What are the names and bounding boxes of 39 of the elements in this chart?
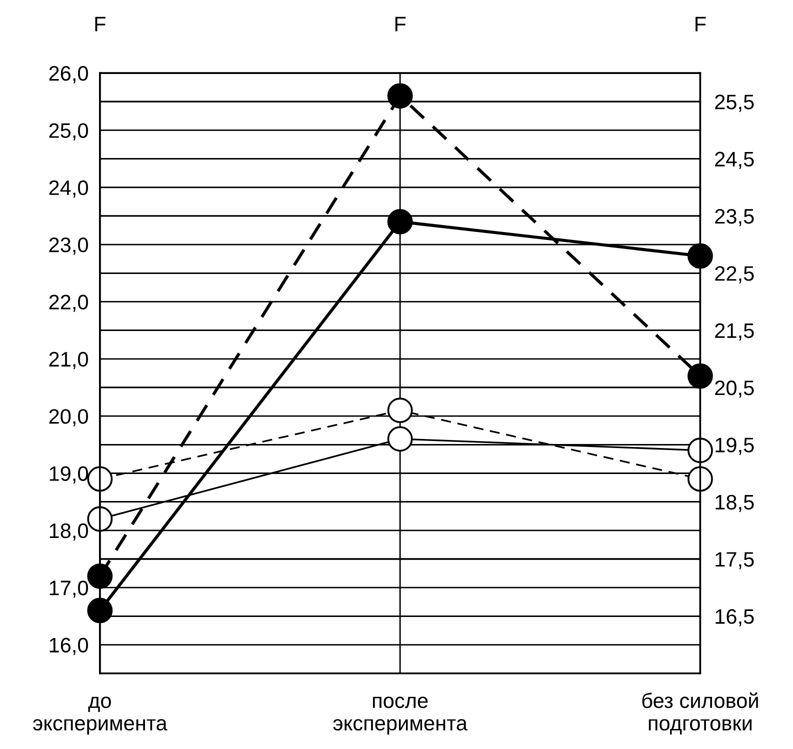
point xyxy=(387,426,413,452)
point xyxy=(87,563,113,589)
point xyxy=(688,363,713,389)
y2-tick-label: 18,5 xyxy=(716,494,754,512)
y2-tick-label: 24,5 xyxy=(715,152,754,170)
y-tick-label: 16,0 xyxy=(50,638,88,655)
y2-tick-label: 22,5 xyxy=(715,266,754,284)
y2-tick-label: 16,5 xyxy=(716,609,754,626)
point xyxy=(387,83,413,109)
y-tick-label: 21,0 xyxy=(49,352,88,370)
x-tick-label: без силовой подготовки xyxy=(642,692,758,734)
point xyxy=(87,598,113,624)
x-tick-label: до эксперимента xyxy=(33,696,168,735)
point xyxy=(688,466,713,492)
point xyxy=(387,398,413,424)
point xyxy=(87,506,113,532)
point xyxy=(688,438,713,464)
y2-tick-label: 21,5 xyxy=(715,323,754,341)
y2-tick-label: 19,5 xyxy=(716,438,754,455)
y-tick-label: 20,0 xyxy=(49,409,88,426)
text: F xyxy=(95,16,106,32)
point xyxy=(87,466,113,492)
y-tick-label: 19,0 xyxy=(50,466,88,484)
y-tick-label: 24,0 xyxy=(49,180,88,198)
point xyxy=(688,243,713,269)
text: F xyxy=(696,16,706,32)
y-tick-label: 22,0 xyxy=(49,294,88,312)
y-tick-label: 23,0 xyxy=(49,238,88,255)
y-tick-label: 25,0 xyxy=(49,123,88,140)
point xyxy=(387,208,413,234)
y2-tick-label: 25,5 xyxy=(715,94,754,112)
y2-tick-label: 20,5 xyxy=(715,380,754,398)
y-tick-label: 17,0 xyxy=(50,580,88,598)
x-tick-label: после эксперимента xyxy=(333,696,468,735)
y2-tick-label: 17,5 xyxy=(716,552,754,570)
y-tick-label: 26,0 xyxy=(49,66,88,84)
y2-tick-label: 23,5 xyxy=(715,208,754,226)
y-tick-label: 18,0 xyxy=(50,523,88,541)
text: F xyxy=(395,16,406,32)
